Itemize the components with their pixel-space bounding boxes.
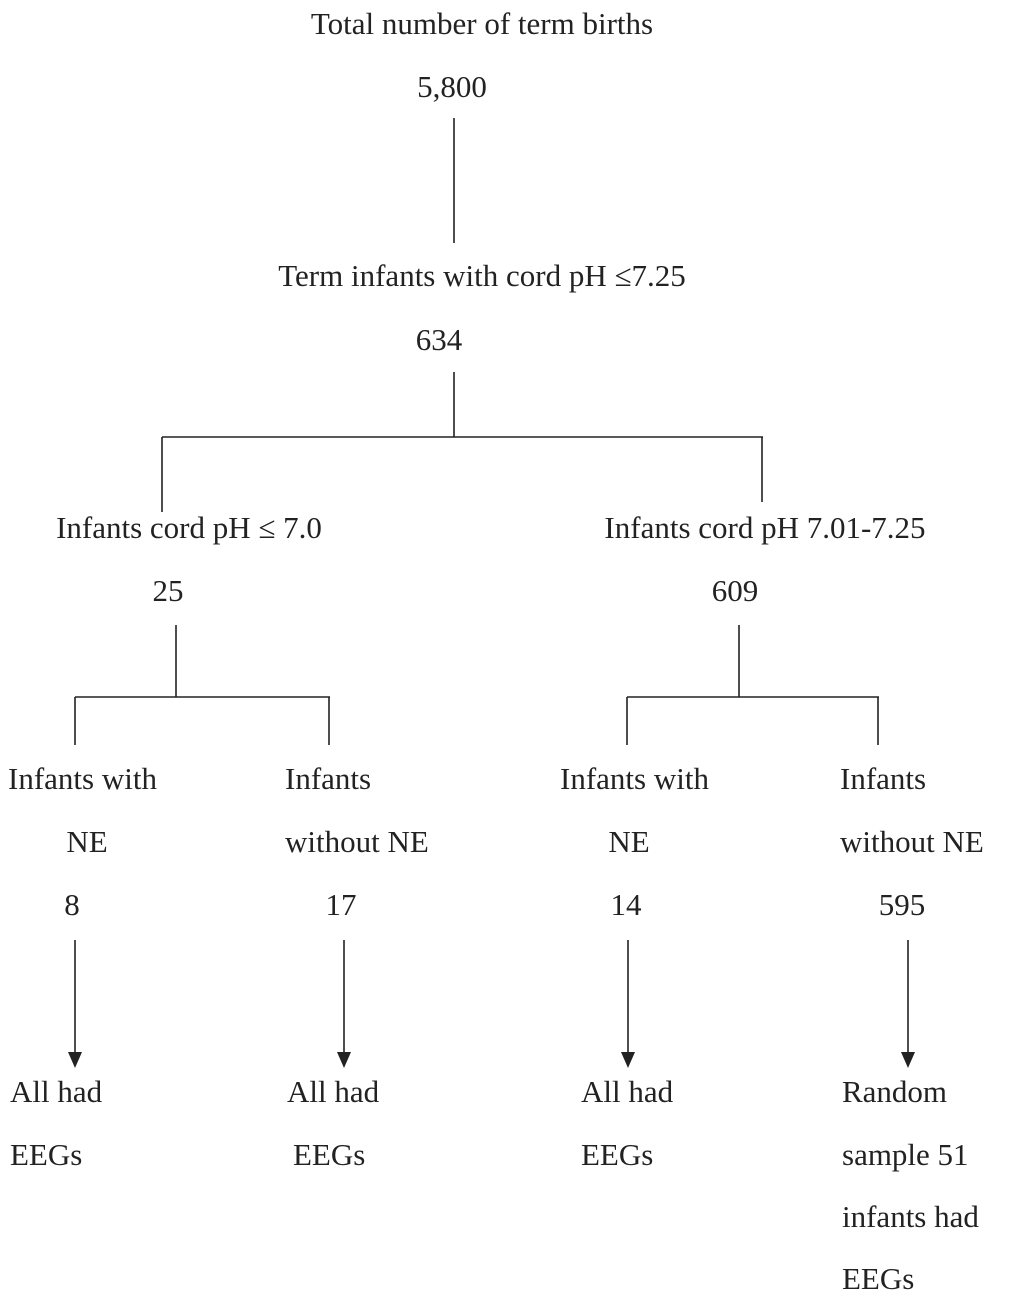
outcome: EEGs [293,1137,365,1172]
outcome: EEGs [842,1261,914,1296]
node-label: Term infants with cord pH ≤7.25 [278,258,685,293]
node-label: Infants cord pH 7.01-7.25 [604,510,925,545]
node-label: Infants [285,761,371,796]
node-label: without NE [840,824,984,859]
outcome: EEGs [581,1137,653,1172]
outcome: All had [287,1074,380,1109]
node-count: 17 [326,887,357,922]
node-label: Infants cord pH ≤ 7.0 [56,510,322,545]
outcome: sample 51 [842,1137,969,1172]
node-label: Infants with [560,761,709,796]
node-count: 25 [153,573,184,608]
node-count: 5,800 [417,69,487,104]
arrow [337,940,351,1068]
arrow [68,940,82,1068]
arrow [901,940,915,1068]
node-label: Total number of term births [311,6,653,41]
outcome: EEGs [10,1137,82,1172]
arrow [621,940,635,1068]
node-label: Infants with [8,761,157,796]
outcome: infants had [842,1199,979,1234]
node-count: 634 [416,322,463,357]
outcome: All had [581,1074,674,1109]
node-count: 595 [879,887,926,922]
node-count: 8 [64,887,80,922]
node-label: NE [66,824,107,859]
node-label: without NE [285,824,429,859]
node-label: NE [608,824,649,859]
node-count: 609 [712,573,759,608]
node-label: Infants [840,761,926,796]
outcome: All had [10,1074,103,1109]
outcome: Random [842,1074,947,1109]
node-count: 14 [611,887,643,922]
